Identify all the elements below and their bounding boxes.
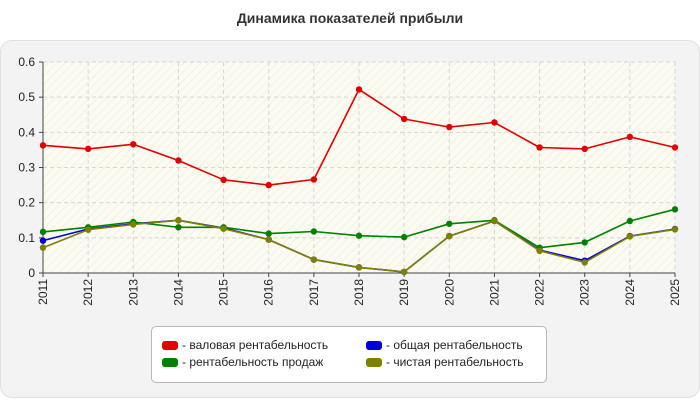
data-point[interactable] (130, 221, 137, 228)
data-point[interactable] (84, 145, 92, 153)
legend-item-sales-profitability[interactable]: - рентабельность продаж (162, 355, 323, 369)
data-point[interactable] (130, 141, 137, 148)
y-tick-label: 0.5 (18, 90, 35, 104)
data-point[interactable] (400, 115, 408, 123)
data-point[interactable] (626, 233, 634, 240)
data-point[interactable] (310, 176, 318, 183)
x-tick-label: 2024 (623, 279, 637, 306)
x-tick-label: 2019 (397, 279, 411, 306)
x-tick-label: 2018 (352, 279, 366, 306)
data-point[interactable] (671, 226, 679, 233)
y-tick-label: 0.2 (18, 196, 35, 210)
x-tick-label: 2013 (126, 279, 140, 306)
legend-swatch (162, 340, 178, 350)
x-tick-label: 2017 (307, 279, 321, 306)
data-point[interactable] (355, 232, 363, 239)
data-point[interactable] (265, 230, 272, 237)
data-point[interactable] (581, 145, 588, 153)
legend-label: - валовая рентабельность (182, 338, 329, 352)
legend-swatch (162, 357, 178, 367)
legend-swatch (366, 357, 382, 367)
legend-item-gross-margin[interactable]: - валовая рентабельность (162, 338, 328, 352)
data-point[interactable] (671, 206, 679, 213)
series-0 (39, 86, 679, 189)
x-tick-label: 2023 (578, 279, 592, 306)
data-point[interactable] (175, 224, 182, 231)
data-point[interactable] (536, 144, 543, 151)
y-tick-label: 0.1 (18, 231, 35, 245)
data-point[interactable] (581, 239, 588, 246)
data-point[interactable] (39, 237, 47, 244)
x-tick-label: 2012 (81, 279, 95, 306)
data-point[interactable] (626, 217, 634, 225)
y-tick-label: 0.6 (18, 55, 35, 69)
legend-label: - общая рентабельность (386, 338, 523, 352)
x-tick-label: 2011 (36, 279, 50, 305)
data-point[interactable] (581, 259, 588, 266)
data-point[interactable] (446, 220, 453, 227)
x-tick-label: 2016 (262, 279, 276, 306)
data-point[interactable] (84, 226, 92, 233)
x-axis-ticks: 2011 2012 2013 2014 2015 2016 2017 2018 2019 2020… (36, 279, 682, 306)
data-point[interactable] (265, 236, 272, 243)
data-point[interactable] (491, 217, 498, 225)
legend-item-net-profitability[interactable]: - чистая рентабельность (366, 355, 523, 369)
data-point[interactable] (310, 256, 318, 263)
data-point[interactable] (446, 123, 453, 131)
data-point[interactable] (491, 119, 498, 126)
y-tick-label: 0.4 (18, 125, 35, 139)
legend-label: - чистая рентабельность (386, 355, 524, 369)
y-tick-label: 0.3 (18, 161, 35, 175)
x-tick-label: 2021 (487, 279, 501, 306)
x-tick-label: 2020 (442, 279, 456, 306)
data-point[interactable] (400, 233, 408, 241)
data-point[interactable] (626, 133, 634, 141)
data-point[interactable] (446, 232, 453, 240)
x-tick-label: 2025 (668, 279, 682, 306)
data-point[interactable] (355, 264, 363, 271)
data-point[interactable] (39, 244, 47, 251)
legend: - валовая рентабельность - общая рентабе… (151, 326, 547, 383)
data-point[interactable] (39, 228, 47, 236)
legend-swatch (366, 340, 382, 350)
x-tick-label: 2015 (217, 279, 231, 306)
data-point[interactable] (355, 86, 363, 93)
data-point[interactable] (265, 181, 272, 189)
data-point[interactable] (536, 247, 543, 255)
data-point[interactable] (671, 144, 679, 151)
series-3 (39, 217, 679, 276)
data-point[interactable] (39, 142, 47, 149)
legend-item-overall-profitability[interactable]: - общая рентабельность (366, 338, 523, 352)
data-point[interactable] (175, 157, 182, 164)
data-point[interactable] (220, 176, 227, 184)
data-point[interactable] (400, 268, 408, 276)
legend-label: - рентабельность продаж (182, 355, 324, 369)
data-point[interactable] (220, 225, 227, 232)
y-tick-label: 0 (28, 266, 35, 280)
x-tick-label: 2022 (533, 279, 547, 306)
data-point[interactable] (310, 228, 318, 235)
series-group (39, 86, 679, 276)
x-tick-label: 2014 (171, 279, 185, 306)
data-point[interactable] (175, 217, 182, 224)
y-axis-ticks: 0 0.1 0.2 0.3 0.4 0.5 0.6 (18, 55, 35, 280)
chart-title: Динамика показателей прибыли (236, 10, 464, 26)
